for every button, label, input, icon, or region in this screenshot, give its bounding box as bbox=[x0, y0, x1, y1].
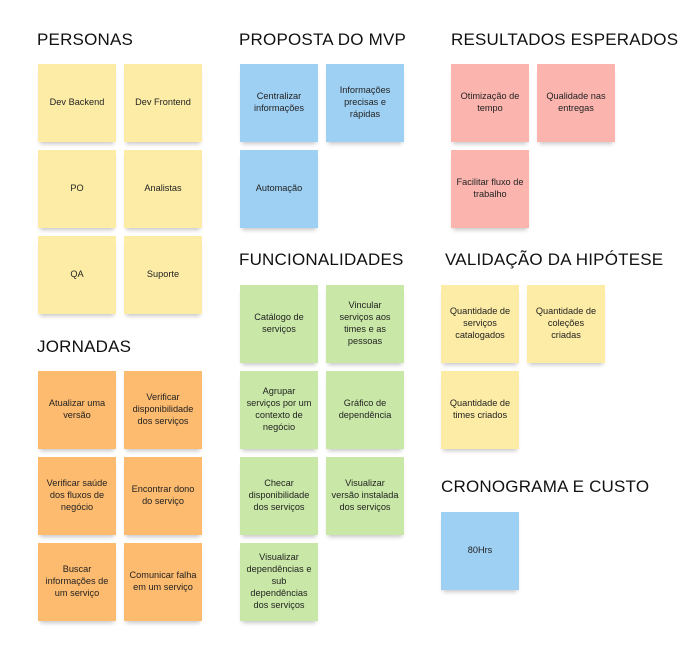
section-title-personas: PERSONAS bbox=[37, 30, 134, 49]
sticky-note-verificar-disponibilidade[interactable]: Verificar disponibilidade dos serviços bbox=[124, 371, 202, 449]
sticky-note-suporte[interactable]: Suporte bbox=[124, 236, 202, 314]
section-title-resultados: RESULTADOS ESPERADOS bbox=[451, 30, 679, 49]
section-title-proposta: PROPOSTA DO MVP bbox=[239, 30, 407, 49]
sticky-note-dev-frontend[interactable]: Dev Frontend bbox=[124, 64, 202, 142]
sticky-note-dev-backend[interactable]: Dev Backend bbox=[38, 64, 116, 142]
sticky-note-vincular-servicos[interactable]: Vincular serviços aos times e as pessoas bbox=[326, 285, 404, 363]
sticky-note-otimizacao-tempo[interactable]: Otimização de tempo bbox=[451, 64, 529, 142]
sticky-note-visualizar-dependencias[interactable]: Visualizar dependências e sub dependênci… bbox=[240, 543, 318, 621]
sticky-note-comunicar-falha[interactable]: Comunicar falha em um serviço bbox=[124, 543, 202, 621]
sticky-note-checar-disponibilidade[interactable]: Checar disponibilidade dos serviços bbox=[240, 457, 318, 535]
sticky-note-grafico-dependencia[interactable]: Gráfico de dependência bbox=[326, 371, 404, 449]
sticky-note-po[interactable]: PO bbox=[38, 150, 116, 228]
sticky-note-qualidade-entregas[interactable]: Qualidade nas entregas bbox=[537, 64, 615, 142]
sticky-note-centralizar[interactable]: Centralizar informações bbox=[240, 64, 318, 142]
section-title-validacao: VALIDAÇÃO DA HIPÓTESE bbox=[445, 250, 664, 269]
sticky-note-facilitar-fluxo[interactable]: Facilitar fluxo de trabalho bbox=[451, 150, 529, 228]
sticky-note-qtd-colecoes[interactable]: Quantidade de coleções criadas bbox=[527, 285, 605, 363]
sticky-note-atualizar-versao[interactable]: Atualizar uma versão bbox=[38, 371, 116, 449]
sticky-note-informacoes-precisas[interactable]: Informações precisas e rápidas bbox=[326, 64, 404, 142]
sticky-note-catalogo[interactable]: Catálogo de serviços bbox=[240, 285, 318, 363]
sticky-note-visualizar-versao[interactable]: Visualizar versão instalada dos serviços bbox=[326, 457, 404, 535]
section-title-jornadas: JORNADAS bbox=[37, 337, 132, 356]
sticky-note-80hrs[interactable]: 80Hrs bbox=[441, 512, 519, 590]
sticky-note-qtd-times[interactable]: Quantidade de times criados bbox=[441, 371, 519, 449]
section-title-cronograma: CRONOGRAMA E CUSTO bbox=[441, 477, 650, 496]
sticky-note-analistas[interactable]: Analistas bbox=[124, 150, 202, 228]
sticky-note-agrupar-servicos[interactable]: Agrupar serviços por um contexto de negó… bbox=[240, 371, 318, 449]
sticky-note-encontrar-dono[interactable]: Encontrar dono do serviço bbox=[124, 457, 202, 535]
sticky-note-qa[interactable]: QA bbox=[38, 236, 116, 314]
sticky-note-automacao[interactable]: Automação bbox=[240, 150, 318, 228]
sticky-note-qtd-servicos[interactable]: Quantidade de serviços catalogados bbox=[441, 285, 519, 363]
section-title-funcionalidades: FUNCIONALIDADES bbox=[239, 250, 404, 269]
sticky-note-verificar-saude[interactable]: Verificar saúde dos fluxos de negócio bbox=[38, 457, 116, 535]
sticky-note-buscar-informacoes[interactable]: Buscar informações de um serviço bbox=[38, 543, 116, 621]
